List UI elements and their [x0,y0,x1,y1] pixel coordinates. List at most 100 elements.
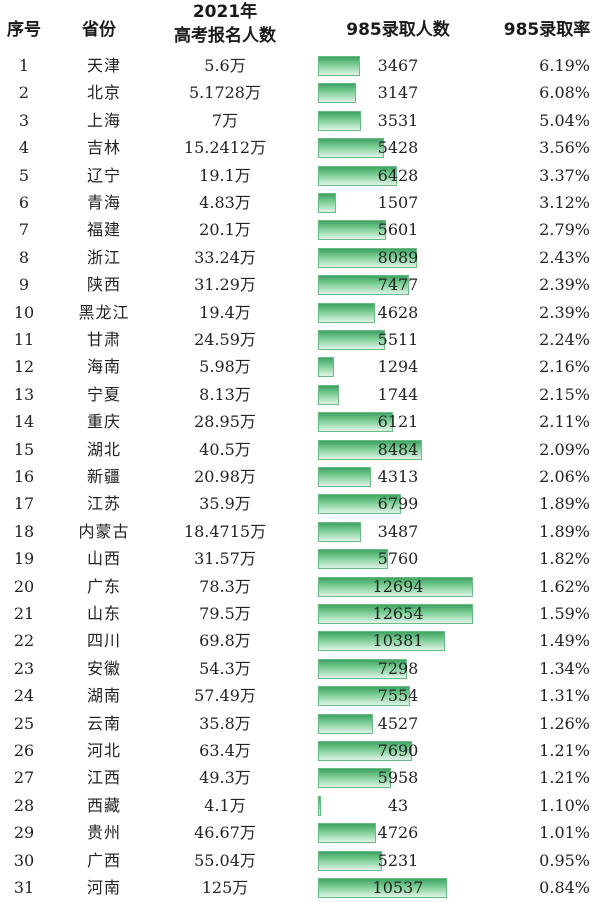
table-row: 27 江西 49.3万 5958 1.21% [0,764,603,792]
row-registrations: 18.4715万 [183,521,267,541]
row-registrations: 49.3万 [199,768,251,788]
row-registrations: 31.29万 [194,275,256,295]
row-province: 河北 [86,741,121,760]
row-admitted: 4313 [377,467,419,486]
row-province: 湖南 [86,686,121,706]
row-province: 山东 [86,604,121,623]
row-province: 安徽 [86,658,121,678]
row-admitted: 5760 [377,549,419,569]
row-province: 甘肃 [86,330,121,349]
row-admitted: 5958 [377,768,419,788]
row-registrations: 28.95万 [194,412,256,432]
row-admitted: 1294 [377,357,419,377]
row-province: 上海 [86,110,121,130]
row-index: 18 [13,521,35,541]
row-rate: 1.89% [539,494,590,514]
row-admitted: 8089 [377,247,419,267]
row-admitted: 3147 [377,83,419,103]
table-row: 21 山东 79.5万 12654 1.59% [0,600,603,628]
admitted-bar [318,384,340,405]
row-registrations: 35.9万 [199,494,251,514]
row-admitted: 12694 [372,576,424,596]
row-rate: 2.09% [539,439,590,459]
table-row: 23 安徽 54.3万 7298 1.34% [0,655,603,683]
header-registrations-label: 高考报名人数 [174,26,276,46]
admitted-bar [318,220,387,241]
row-admitted: 7298 [377,658,419,678]
row-admitted: 5231 [377,850,419,870]
admitted-bar [318,604,473,624]
table-row: 5 辽宁 19.1万 6428 3.37% [0,162,603,190]
row-rate: 5.04% [539,110,590,130]
row-admitted: 3487 [377,521,419,541]
table-row: 4 吉林 15.2412万 5428 3.56% [0,134,603,162]
row-rate: 1.82% [539,549,590,569]
row-rate: 3.56% [539,138,590,158]
row-province: 四川 [86,631,121,651]
row-admitted: 43 [387,795,409,815]
row-registrations: 19.4万 [199,302,251,322]
table-row: 2 北京 5.1728万 3147 6.08% [0,79,603,107]
row-index: 19 [13,549,35,569]
row-rate: 3.12% [539,193,590,212]
row-admitted: 7554 [377,686,419,706]
row-rate: 1.31% [539,686,590,706]
row-index: 28 [13,795,35,815]
row-index: 11 [13,330,35,349]
row-index: 2 [18,83,30,103]
table-row: 8 浙江 33.24万 8089 2.43% [0,244,603,272]
row-province: 浙江 [86,247,121,267]
row-registrations: 63.4万 [199,741,251,760]
row-registrations: 19.1万 [199,165,251,185]
table-row: 7 福建 20.1万 5601 2.79% [0,216,603,244]
table-row: 18 内蒙古 18.4715万 3487 1.89% [0,518,603,546]
row-rate: 1.10% [539,795,590,815]
table-row: 17 江苏 35.9万 6799 1.89% [0,490,603,518]
row-admitted: 5601 [377,220,419,240]
row-province: 北京 [86,83,121,103]
row-province: 内蒙古 [78,521,130,541]
row-rate: 1.59% [539,604,590,623]
row-admitted: 1507 [377,193,419,212]
row-rate: 2.39% [539,302,590,322]
row-admitted: 1744 [377,384,419,404]
admitted-bar [318,823,376,844]
row-index: 29 [13,823,35,843]
table-row: 9 陕西 31.29万 7477 2.39% [0,271,603,299]
row-rate: 1.49% [539,631,590,651]
table-row: 26 河北 63.4万 7690 1.21% [0,737,603,765]
table-row: 22 四川 69.8万 10381 1.49% [0,627,603,655]
row-registrations: 5.98万 [199,357,251,377]
row-index: 10 [13,302,35,322]
row-registrations: 40.5万 [199,439,251,459]
row-registrations: 20.1万 [199,220,251,240]
row-registrations: 4.1万 [204,795,246,815]
row-registrations: 31.57万 [194,549,256,569]
row-province: 江苏 [86,494,121,514]
row-index: 23 [13,658,35,678]
row-index: 4 [18,138,30,158]
row-registrations: 5.6万 [204,56,246,75]
admitted-bar [318,330,386,350]
row-admitted: 4726 [377,823,419,843]
row-rate: 6.19% [539,56,590,75]
row-province: 湖北 [86,439,121,459]
admitted-bar [318,878,447,898]
row-province: 天津 [86,56,121,75]
row-registrations: 79.5万 [199,604,251,623]
row-index: 9 [18,275,30,295]
admitted-bar [318,275,410,296]
row-admitted: 8484 [377,439,419,459]
admitted-bar [318,56,361,76]
admitted-bar [318,686,411,707]
row-admitted: 6121 [377,412,419,432]
table-row: 11 甘肃 24.59万 5511 2.24% [0,326,603,354]
row-admitted: 4527 [377,713,419,733]
table-row: 15 湖北 40.5万 8484 2.09% [0,436,603,464]
row-province: 福建 [86,220,121,240]
admitted-bar [318,850,382,871]
row-index: 24 [13,686,35,706]
row-rate: 2.06% [539,467,590,486]
row-registrations: 46.67万 [194,823,256,843]
row-rate: 1.01% [539,823,590,843]
